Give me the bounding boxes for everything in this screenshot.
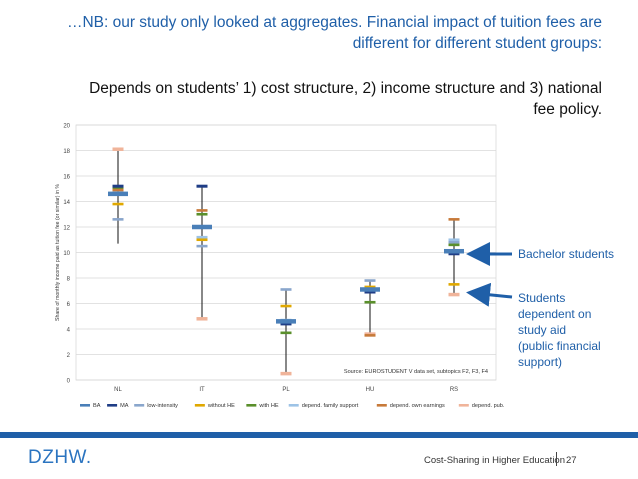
- legend-label: MA: [120, 403, 129, 409]
- y-tick-label: 0: [67, 379, 71, 385]
- marker-ma: [112, 184, 124, 188]
- legend-label: depend. own earnings: [390, 403, 445, 409]
- y-tick-label: 20: [63, 124, 70, 130]
- y-tick-label: 12: [63, 226, 70, 232]
- study-aid-line-1: Students: [518, 291, 566, 305]
- subtitle-line-1: Depends on students’ 1) cost structure, …: [89, 80, 602, 97]
- marker-depend-pub-support: [280, 371, 292, 376]
- legend-swatch: [458, 404, 469, 407]
- y-tick-label: 14: [63, 200, 70, 206]
- marker-with-he: [280, 331, 292, 335]
- x-tick-label: NL: [114, 387, 122, 393]
- study-aid-line-3: study aid: [518, 323, 567, 337]
- legend-swatch: [288, 404, 299, 407]
- footer-title: Cost-Sharing in Higher Education: [424, 455, 565, 466]
- marker-ma: [364, 290, 376, 294]
- y-tick-label: 10: [63, 251, 70, 257]
- legend-label: without HE: [207, 403, 235, 409]
- marker-depend-pub-support: [196, 317, 208, 321]
- marker-without-he: [280, 304, 292, 308]
- dzhw-logo: DZHW.: [28, 447, 92, 468]
- y-tick-label: 18: [63, 149, 70, 155]
- footer-divider: [0, 432, 638, 438]
- marker-depend-own-earnings: [448, 218, 460, 221]
- marker-without-he: [112, 202, 124, 206]
- marker-ma: [448, 252, 460, 256]
- subtitle-line-2: fee policy.: [533, 101, 602, 118]
- marker-ma: [196, 184, 208, 188]
- legend-label: BA: [93, 403, 101, 409]
- marker-low-intensity: [280, 288, 292, 291]
- marker-depend-pub-support: [448, 292, 460, 297]
- study-aid-line-5: support): [518, 355, 563, 369]
- marker-depend-family-support: [448, 238, 460, 242]
- marker-without-he: [448, 283, 460, 286]
- y-tick-label: 6: [67, 302, 71, 308]
- page-number: 27: [566, 455, 577, 466]
- marker-with-he: [196, 212, 208, 216]
- marker-with-he: [364, 300, 376, 304]
- marker-low-intensity: [196, 244, 208, 248]
- x-tick-label: RS: [450, 387, 458, 393]
- marker-depend-own-earnings: [112, 188, 124, 192]
- legend-label: with HE: [258, 403, 279, 409]
- y-tick-label: 16: [63, 175, 70, 181]
- y-tick-label: 2: [67, 353, 71, 359]
- marker-low-intensity: [364, 279, 376, 282]
- legend-label: depend. pub. support: [472, 403, 505, 409]
- x-tick-label: IT: [199, 387, 205, 393]
- marker-depend-own-earnings: [364, 334, 376, 337]
- study-aid-label: Students dependent on study aid (public …: [518, 290, 601, 370]
- y-tick-label: 8: [67, 277, 71, 283]
- marker-depend-own-earnings: [196, 209, 208, 212]
- marker-ba: [360, 287, 380, 292]
- fee-share-chart: 0 2 4 6 8 10 12 14 16 18 20 Share of monthly income…: [55, 124, 505, 410]
- slide-subtitle: Depends on students’ 1) cost structure, …: [42, 78, 602, 120]
- marker-ba: [444, 248, 464, 254]
- slide-title: …NB: our study only looked at aggregates…: [66, 14, 602, 52]
- legend-label: low-intensity: [147, 403, 178, 409]
- bachelor-students-label: Bachelor students: [518, 247, 615, 261]
- x-tick-label: PL: [282, 387, 290, 393]
- legend-swatch: [376, 404, 387, 407]
- marker-depend-family-support: [196, 235, 208, 239]
- marker-ba: [192, 224, 212, 230]
- marker-depend-pub-support: [112, 147, 124, 151]
- legend-swatch: [107, 404, 118, 407]
- y-tick-label: 4: [67, 328, 71, 334]
- legend-label: depend. family support: [302, 403, 359, 409]
- study-aid-line-2: dependent on: [518, 307, 592, 321]
- legend-swatch: [134, 404, 145, 407]
- marker-ma: [280, 322, 292, 326]
- x-tick-label: HU: [366, 387, 375, 393]
- y-axis-label: Share of monthly income paid as tuition …: [55, 184, 61, 321]
- marker-low-intensity: [112, 218, 124, 221]
- source-note: Source: EUROSTUDENT V data set, subtopic…: [344, 369, 488, 375]
- marker-ba: [108, 191, 128, 197]
- marker-ba: [276, 319, 296, 324]
- footer-separator: [556, 452, 557, 466]
- marker-with-he: [448, 243, 460, 247]
- marker-without-he: [364, 285, 376, 289]
- study-aid-line-4: (public financial: [518, 339, 601, 353]
- legend-swatch: [80, 404, 90, 407]
- legend-swatch: [246, 404, 257, 407]
- legend-swatch: [194, 404, 205, 407]
- marker-without-he: [196, 238, 208, 242]
- marker-low-intensity: [448, 241, 460, 244]
